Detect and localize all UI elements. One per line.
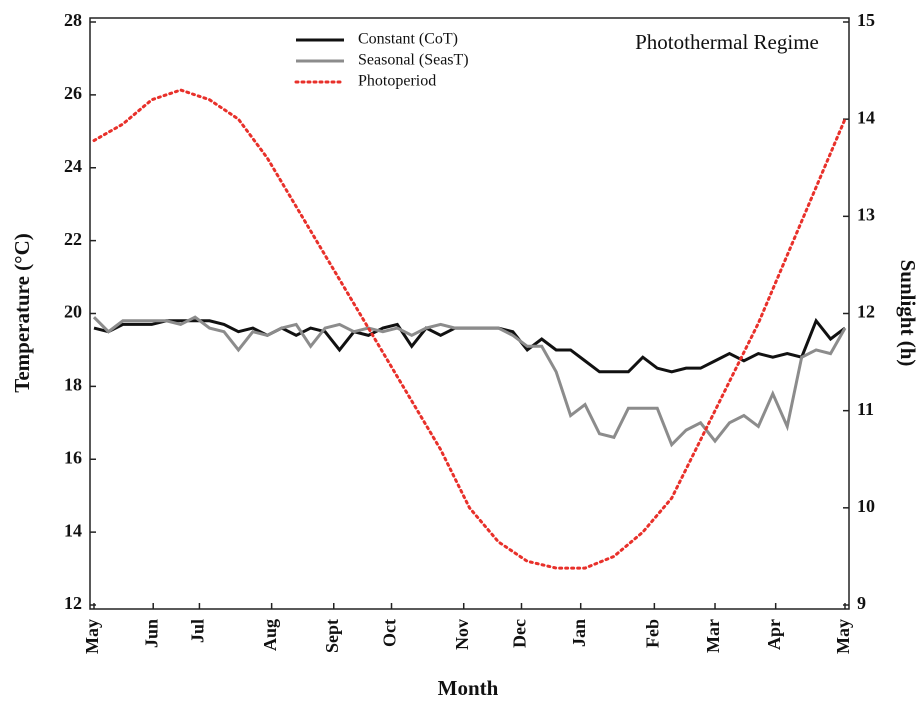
chart-title: Photothermal Regime xyxy=(635,30,819,54)
y-tick-label: 12 xyxy=(64,593,82,613)
y2-tick-label: 12 xyxy=(857,302,875,322)
y2-tick-label: 15 xyxy=(857,10,875,30)
x-tick-label: Nov xyxy=(452,619,472,650)
y-tick-label: 22 xyxy=(64,229,82,249)
y2-tick-label: 9 xyxy=(857,593,866,613)
x-tick-label: Oct xyxy=(380,619,400,647)
legend-label: Constant (CoT) xyxy=(358,31,458,48)
x-tick-label: Apr xyxy=(764,619,784,650)
y2-tick-label: 14 xyxy=(857,107,875,127)
y-tick-label: 16 xyxy=(64,447,82,467)
x-tick-label: May xyxy=(833,619,853,654)
x-tick-label: Mar xyxy=(703,619,723,653)
y-tick-label: 26 xyxy=(64,83,82,103)
legend-label: Photoperiod xyxy=(358,73,436,90)
x-tick-label: May xyxy=(82,619,102,654)
y2-tick-label: 10 xyxy=(857,496,875,516)
x-tick-label: Jun xyxy=(141,619,161,648)
series-line xyxy=(92,88,847,570)
y-tick-label: 18 xyxy=(64,375,82,395)
x-tick-label: Jan xyxy=(569,619,589,647)
y-tick-label: 14 xyxy=(64,520,82,540)
x-tick-label: Feb xyxy=(642,619,662,648)
y2-axis-label: Sunlight (h) xyxy=(896,260,920,367)
y2-tick-label: 11 xyxy=(857,399,874,419)
y-tick-label: 24 xyxy=(64,156,82,176)
x-tick-label: Sept xyxy=(322,619,342,653)
x-axis-label: Month xyxy=(438,676,499,700)
x-tick-label: Jul xyxy=(188,619,208,643)
y-axis-label: Temperature (°C) xyxy=(10,233,34,392)
y-tick-label: 20 xyxy=(64,302,82,322)
plot-frame xyxy=(89,17,850,610)
x-tick-label: Aug xyxy=(260,619,280,651)
y2-tick-label: 13 xyxy=(857,204,875,224)
x-tick-label: Dec xyxy=(510,619,530,648)
series-line xyxy=(92,315,847,448)
legend-label: Seasonal (SeasT) xyxy=(358,52,469,69)
y-tick-label: 28 xyxy=(64,10,82,30)
